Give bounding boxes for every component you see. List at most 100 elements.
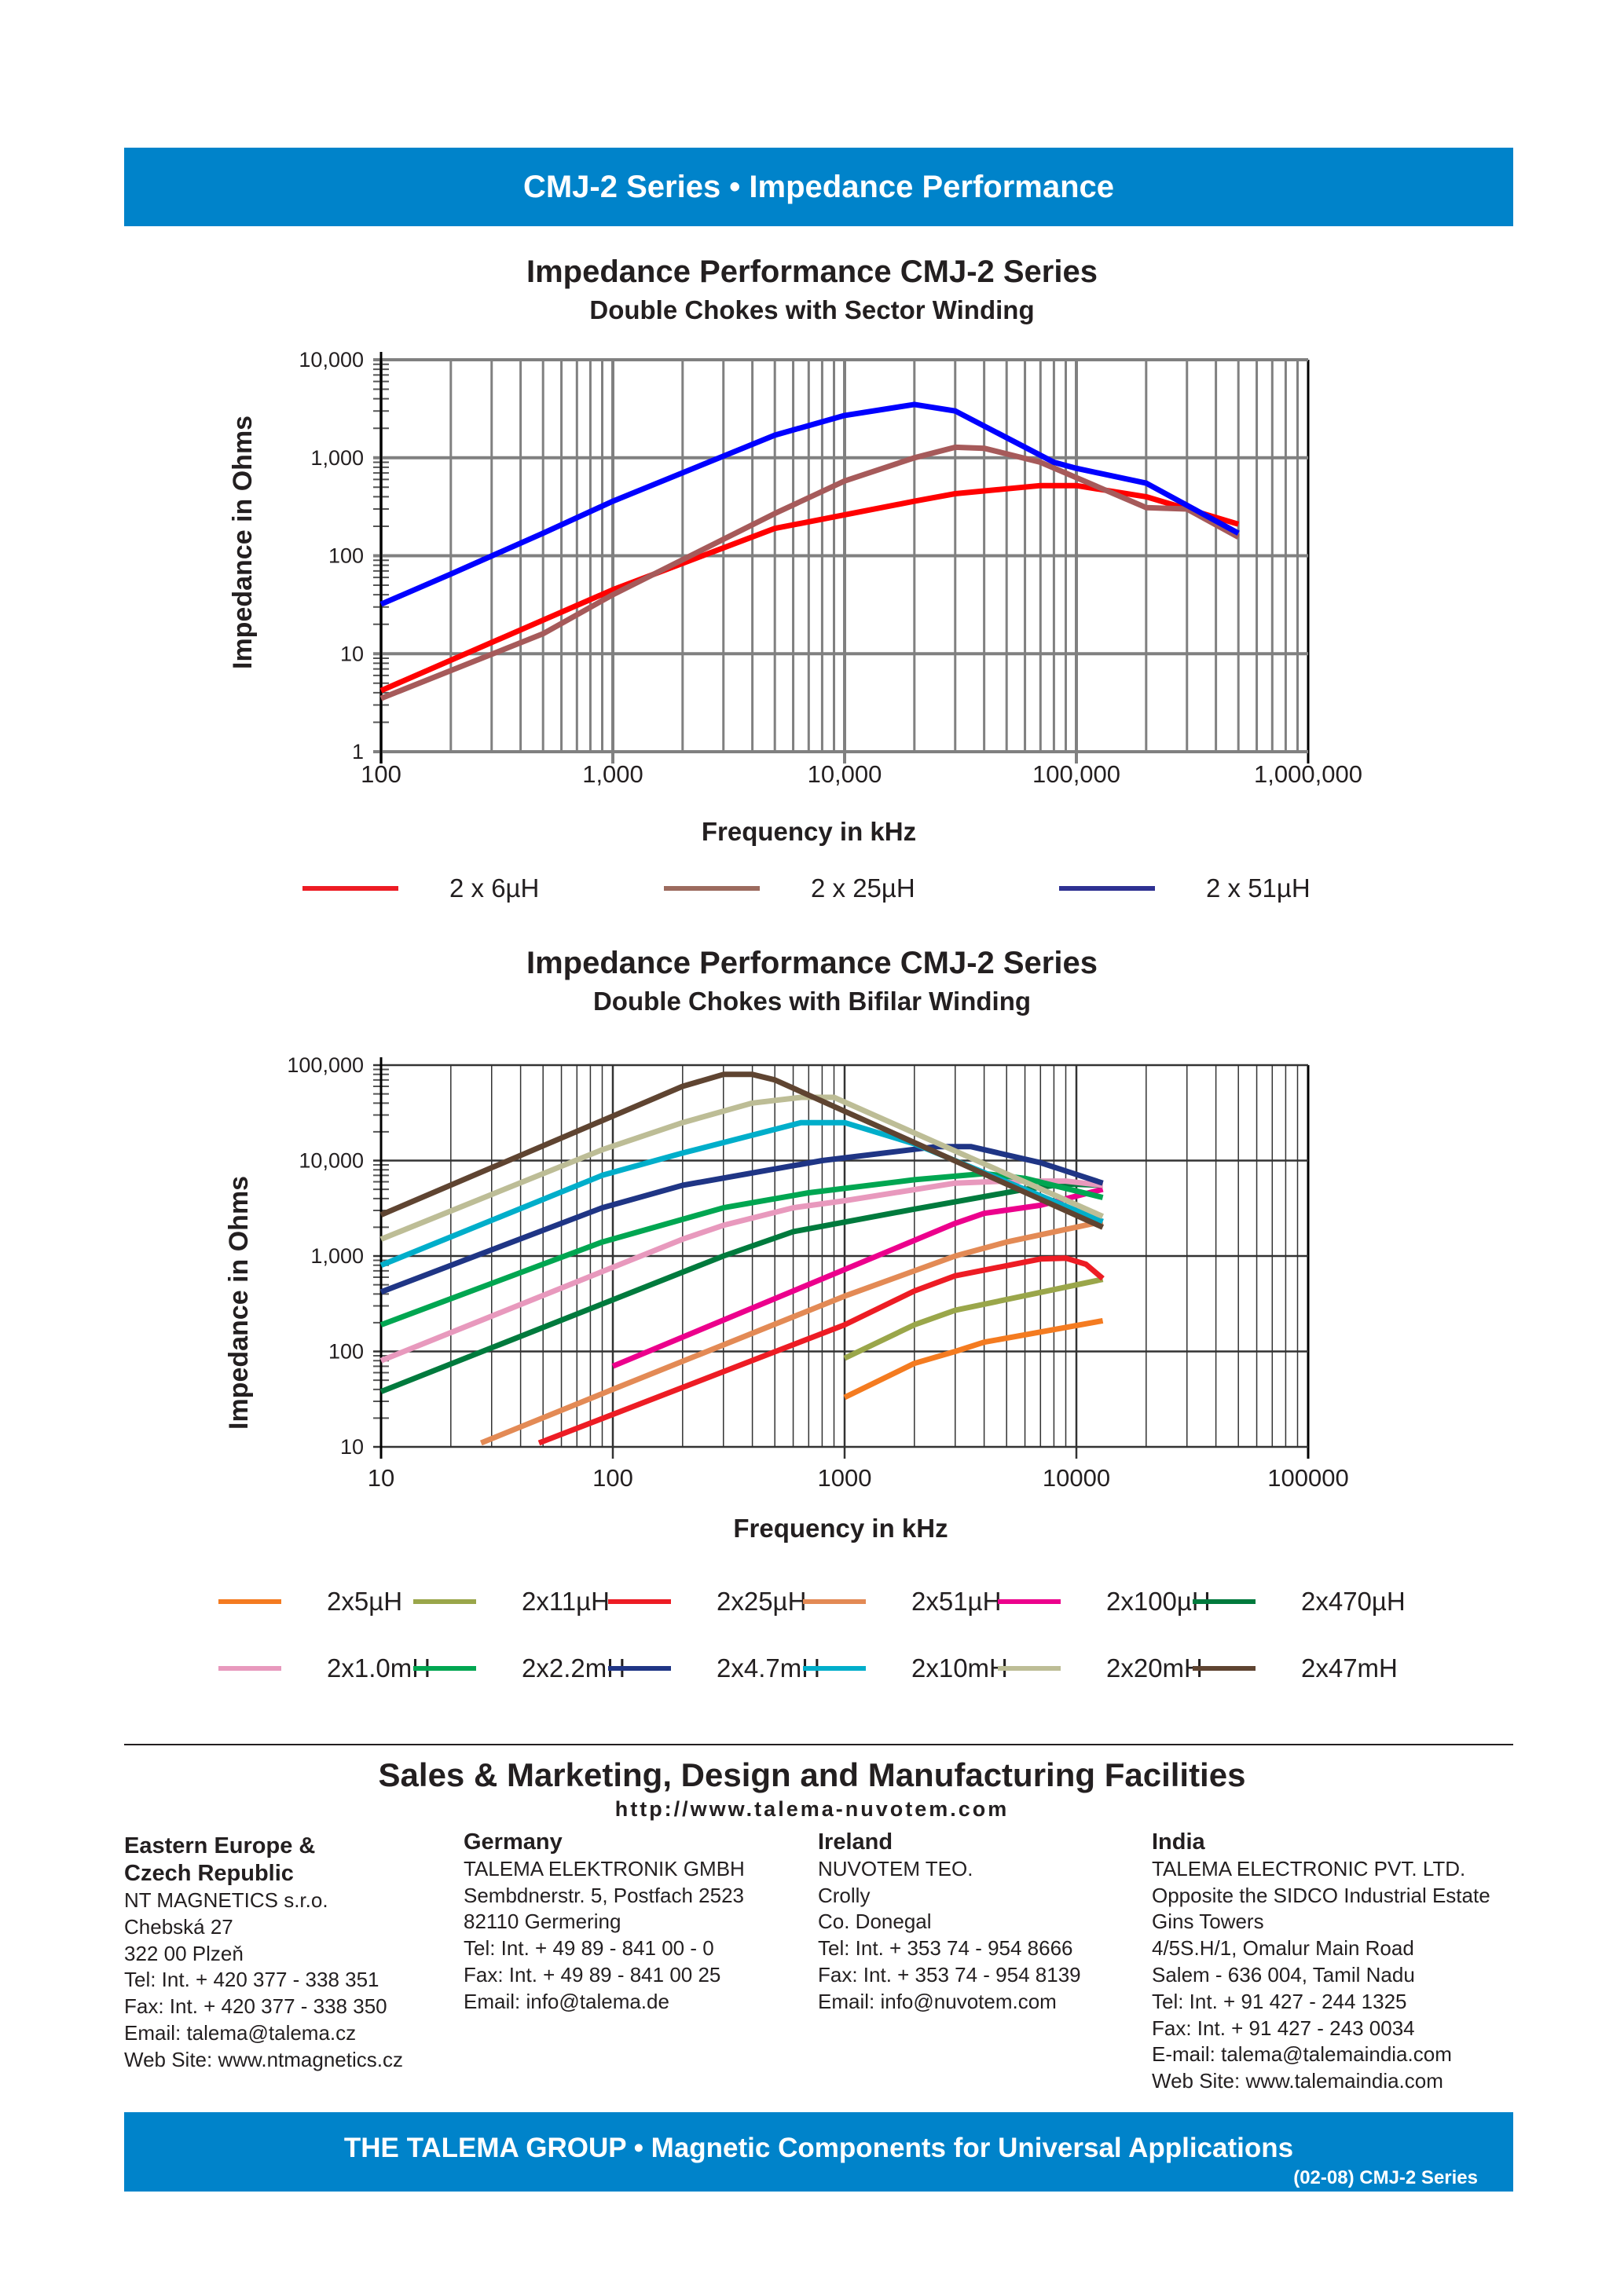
facility-column: Ireland NUVOTEM TEO. Crolly Co. Donegal Tel:… (818, 1829, 1081, 2016)
facility-heading: India (1152, 1829, 1205, 1855)
chart2-x-axis-label: Frequency in kHz (733, 1514, 948, 1543)
facility-line[interactable]: Email: info@nuvotem.com (818, 1989, 1057, 2013)
y-tick-label: 100 (328, 544, 364, 568)
legend-label: 2x51µH (911, 1587, 1002, 1616)
legend-label: 2x25µH (717, 1587, 807, 1616)
chart2-title: Impedance Performance CMJ-2 Series (526, 946, 1098, 980)
facility-line: NT MAGNETICS s.r.o. (124, 1888, 328, 1912)
series-line-2x20mH (379, 1094, 1105, 1242)
facility-column: India TALEMA ELECTRONIC PVT. LTD. Opposite… (1152, 1829, 1490, 2095)
facility-line: Tel: Int. + 353 74 - 954 8666 (818, 1936, 1073, 1961)
legend-swatch (608, 1666, 671, 1671)
facility-line: Gins Towers (1152, 1910, 1264, 1934)
chart2-plot: 10 100 1000 10000 100000 10 100 1,000 10,000 100,… (287, 1053, 1348, 1492)
series-line-2x25H (537, 1255, 1105, 1446)
legend-item: 2 x 6µH (302, 873, 539, 903)
x-tick-label: 10 (368, 1464, 394, 1492)
legend-swatch (608, 1599, 671, 1604)
legend-label: 2 x 51µH (1206, 873, 1311, 903)
series-line-2x5H (843, 1317, 1104, 1401)
x-tick-label: 100 (361, 760, 401, 788)
legend-label: 2x5µH (327, 1587, 403, 1616)
legend-item: 2 x 51µH (1059, 873, 1311, 903)
chart1-plot: 100 1,000 10,000 100,000 1,000,000 1 10 100 1,00… (299, 348, 1362, 788)
facility-line: Fax: Int. + 91 427 - 243 0034 (1152, 2016, 1415, 2040)
legend-item: 2x47mH (1193, 1653, 1398, 1683)
facility-line: Fax: Int. + 420 377 - 338 350 (124, 1994, 387, 2019)
chart1-x-axis-label-text: Frequency in kHz (701, 817, 917, 846)
legend-item: 2x5µH (218, 1587, 402, 1617)
legend-label: 2x47mH (1301, 1653, 1398, 1683)
facility-heading: Germany (464, 1829, 563, 1855)
chart1-subtitle: Double Chokes with Sector Winding (589, 295, 1035, 324)
legend-label: 2 x 25µH (811, 873, 915, 903)
facility-line[interactable]: Email: info@talema.de (464, 1989, 669, 2013)
legend-item: 2x4.7mH (608, 1653, 820, 1683)
facility-line[interactable]: E-mail: talema@talemaindia.com (1152, 2042, 1452, 2067)
facility-line[interactable]: Web Site: www.talemaindia.com (1152, 2069, 1443, 2093)
x-tick-label: 10000 (1043, 1464, 1110, 1492)
legend-item: 2x470µH (1193, 1587, 1406, 1617)
facility-heading: Ireland (818, 1829, 893, 1855)
legend-label: 2x20mH (1106, 1653, 1203, 1683)
facility-heading: Eastern Europe & (124, 1833, 316, 1858)
x-tick-label: 100 (592, 1464, 633, 1492)
legend-label: 2x11µH (522, 1587, 610, 1616)
legend-swatch (998, 1599, 1061, 1604)
facility-line[interactable]: Email: talema@talema.cz (124, 2020, 357, 2045)
facility-line: 82110 Germering (464, 1910, 621, 1934)
y-tick-label: 1,000 (310, 1244, 364, 1268)
legend-item: 2x25µH (608, 1587, 806, 1617)
chart2-subtitle: Double Chokes with Bifilar Winding (592, 987, 1032, 1016)
facility-line: Salem - 636 004, Tamil Nadu (1152, 1962, 1415, 1987)
legend-label: 2 x 6µH (449, 873, 540, 903)
legend-item: 2x1.0mH (218, 1653, 431, 1683)
y-tick-label: 10,000 (299, 1149, 364, 1173)
facilities-url[interactable]: http://www.talema-nuvotem.com (614, 1797, 1010, 1821)
series-line-2x47mH (379, 1071, 1105, 1230)
legend-item: 2x10mH (803, 1653, 1008, 1683)
facility-line: Tel: Int. + 91 427 - 244 1325 (1152, 1989, 1407, 2013)
facility-line[interactable]: Web Site: www.ntmagnetics.cz (124, 2047, 403, 2071)
legend-swatch (218, 1666, 281, 1671)
y-tick-label: 1,000 (310, 446, 364, 470)
footer-banner: THE TALEMA GROUP • Magnetic Components f… (124, 2112, 1513, 2192)
header-title: CMJ-2 Series • Impedance Performance (522, 169, 1115, 204)
facility-line: Opposite the SIDCO Industrial Estate (1152, 1883, 1490, 1907)
facility-column: Eastern Europe & Czech Republic NT MAGNETI… (124, 1833, 403, 2074)
legend-swatch (413, 1599, 476, 1604)
facility-column: Germany TALEMA ELEKTRONIK GMBH Sembdnerstr… (464, 1829, 745, 2016)
x-tick-label: 1,000 (582, 760, 643, 788)
legend-item: 2x20mH (998, 1653, 1203, 1683)
y-tick-label: 10,000 (299, 348, 364, 372)
chart2-y-axis-label: Impedance in Ohms (224, 1175, 254, 1430)
x-tick-label: 100,000 (1032, 760, 1120, 788)
facilities-title: Sales & Marketing, Design and Manufactur… (378, 1756, 1246, 1793)
legend-swatch (218, 1599, 281, 1604)
chart1-title: Impedance Performance CMJ-2 Series (526, 255, 1098, 289)
x-tick-label: 100000 (1267, 1464, 1348, 1492)
legend-swatch (1193, 1599, 1256, 1604)
facility-line: 4/5S.H/1, Omalur Main Road (1152, 1936, 1414, 1961)
y-tick-label: 10 (340, 1435, 364, 1459)
legend-item: 2x100µH (998, 1587, 1211, 1617)
footer-code: (02-08) CMJ-2 Series (1293, 2167, 1478, 2188)
facility-line: TALEMA ELEKTRONIK GMBH (464, 1856, 745, 1880)
legend-item: 2x2.2mH (413, 1653, 625, 1683)
y-tick-label: 100 (328, 1340, 364, 1364)
legend-item: 2x11µH (413, 1587, 610, 1617)
divider (124, 1744, 1513, 1745)
chart1-x-axis-label: Frequency in kHz (0, 817, 1624, 847)
facility-line: Crolly (818, 1883, 871, 1907)
facility-line: Fax: Int. + 353 74 - 954 8139 (818, 1962, 1081, 1987)
series-line-2x25H (379, 444, 1240, 701)
x-tick-label: 10,000 (808, 760, 882, 788)
legend-swatch (413, 1666, 476, 1671)
y-tick-label: 1 (352, 740, 364, 764)
facility-line: 322 00 Plzeň (124, 1941, 244, 1965)
legend-swatch (803, 1599, 866, 1604)
legend-label: 2x10mH (911, 1653, 1008, 1683)
series-line-2x51H (379, 401, 1240, 607)
legend-swatch (302, 886, 398, 891)
series-line-2x470H (379, 1181, 1103, 1394)
